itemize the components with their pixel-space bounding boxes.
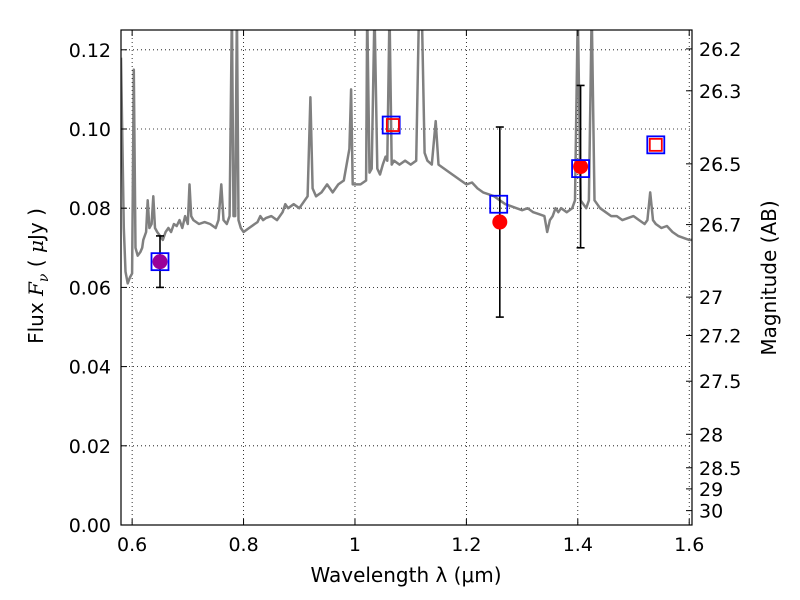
observed-point xyxy=(573,159,589,175)
y-axis-label-symbol: F xyxy=(24,281,48,297)
x-tick-label: 1 xyxy=(349,534,361,556)
y-tick-label: 0.00 xyxy=(69,515,111,537)
y-tick-label: 0.10 xyxy=(69,119,111,141)
grid-layer xyxy=(121,30,692,526)
y-axis-label-subscript: ν xyxy=(36,273,52,282)
mag-tick-label: 26.5 xyxy=(699,154,741,176)
model-square-blue xyxy=(571,159,590,179)
spectrum-layer xyxy=(121,30,692,285)
model-square-blue xyxy=(646,135,666,155)
mag-tick-label: 28 xyxy=(699,424,723,446)
mag-tick-label: 27.2 xyxy=(699,325,741,347)
y-axis-label-mu: μ xyxy=(24,240,48,253)
x-tick-label: 0.8 xyxy=(228,534,258,556)
x-tick-label: 1.4 xyxy=(563,534,593,556)
observed-point xyxy=(492,214,508,230)
x-tick-label: 1.2 xyxy=(451,534,481,556)
mag-tick-label: 26.3 xyxy=(699,81,741,103)
x-axis-label: Wavelength λ (μm) xyxy=(310,563,501,587)
y-axis-label-post: Jy ) xyxy=(24,208,48,242)
y-axis-label: Flux Fν ( μJy ) xyxy=(24,208,52,344)
x-tick-label: 1.6 xyxy=(674,534,704,556)
model-square-blue xyxy=(489,194,509,214)
plot-frame xyxy=(120,29,693,526)
squares-layer xyxy=(150,115,666,272)
model-square-red xyxy=(648,137,663,152)
points-layer xyxy=(152,159,589,270)
y-tick-label: 0.06 xyxy=(69,277,111,299)
mag-tick-label: 27.5 xyxy=(699,371,741,393)
y-axis-label-mid: ( xyxy=(24,253,48,274)
mag-tick-label: 28.5 xyxy=(699,458,741,480)
model-square-red xyxy=(385,118,400,132)
spectrum-line xyxy=(121,30,692,285)
mag-tick-label: 26.2 xyxy=(699,39,741,61)
tick-layer: 0.6 0.8 1 1.2 1.4 1.6 0.00 0.02 0.04 0.06 0.08 0.10… xyxy=(69,30,741,556)
observed-point xyxy=(152,254,168,270)
y-tick-label: 0.08 xyxy=(69,198,111,220)
y-tick-label: 0.12 xyxy=(69,40,111,62)
y-axis-label-pre: Flux xyxy=(24,296,48,344)
mag-tick-label: 30 xyxy=(699,501,723,523)
mag-tick-label: 26.7 xyxy=(699,215,741,237)
right-axis-label: Magnitude (AB) xyxy=(757,200,781,355)
model-square-blue xyxy=(150,252,170,272)
mag-tick-label: 27 xyxy=(699,287,723,309)
y-tick-label: 0.02 xyxy=(69,436,111,458)
y-tick-label: 0.04 xyxy=(69,357,111,379)
mag-tick-label: 29 xyxy=(699,479,723,501)
x-tick-label: 0.6 xyxy=(117,534,147,556)
